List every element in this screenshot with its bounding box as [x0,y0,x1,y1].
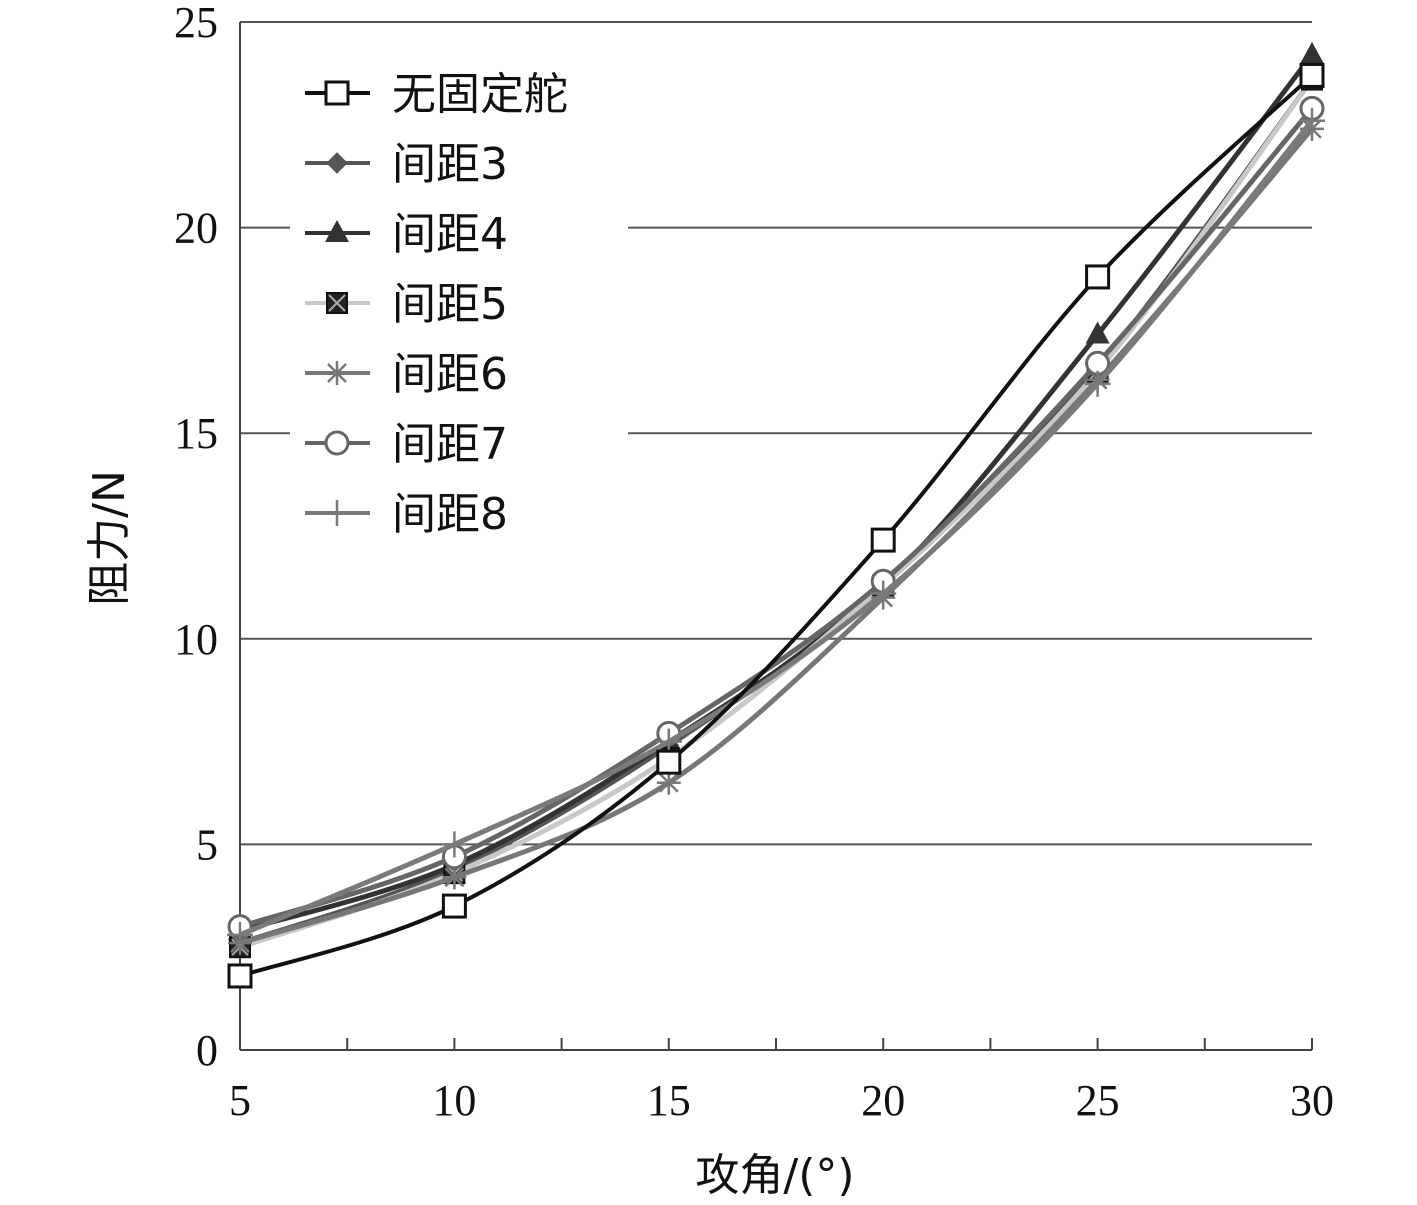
series-lines [227,41,1325,989]
x-axis-title: 攻角/(°) [695,1150,854,1201]
data-point [1299,107,1325,134]
legend-label: 间距4 [392,209,508,260]
legend-item: 间距7 [305,419,508,470]
y-axis-title: 阻力/N [84,470,135,606]
legend-item: 间距3 [305,139,508,190]
legend-item: 无固定舵 [305,69,568,120]
series-line [239,106,1314,930]
legend-label: 间距6 [392,349,508,400]
data-point [1085,321,1110,344]
data-point [1300,41,1324,64]
data-point [1085,264,1111,290]
data-point [227,921,253,948]
data-point [324,500,350,526]
data-point [325,220,349,242]
data-point [325,361,349,385]
data-point [656,770,681,795]
legend-item: 间距8 [305,489,508,540]
data-point [324,80,350,106]
x-tick-label: 10 [432,1076,476,1125]
x-tick-label: 20 [861,1076,905,1125]
data-point [1084,370,1111,397]
data-point [326,152,348,174]
y-tick-label: 25 [174,0,218,47]
legend-label: 无固定舵 [392,69,568,120]
y-tick-label: 0 [196,1026,218,1075]
legend-label: 间距5 [392,279,508,330]
data-point [227,963,253,989]
data-point [1299,62,1325,88]
y-tick-label: 15 [174,409,218,458]
x-tick-label: 30 [1290,1076,1334,1125]
y-tick-label: 20 [174,204,218,253]
data-point [442,865,467,890]
axes [239,22,1313,1051]
x-tick-label: 15 [647,1076,691,1125]
legend-item: 间距6 [305,349,508,400]
data-point [441,831,468,858]
legend-label: 间距8 [392,489,508,540]
data-point [326,292,348,314]
data-point [656,749,682,775]
legend-item: 间距4 [305,209,508,260]
x-tick-label: 5 [229,1076,251,1125]
legend-label: 间距7 [392,419,508,470]
legend-item: 间距5 [305,279,508,330]
data-point [870,527,896,553]
series-7 [227,107,1325,948]
data-point [324,430,350,456]
data-point [441,893,467,919]
series-line [239,119,1314,938]
series-1 [227,62,1325,989]
y-tick-label: 5 [196,820,218,869]
data-point [870,580,897,607]
x-tick-label: 25 [1076,1076,1120,1125]
legend-label: 间距3 [392,139,508,190]
y-tick-label: 10 [174,615,218,664]
